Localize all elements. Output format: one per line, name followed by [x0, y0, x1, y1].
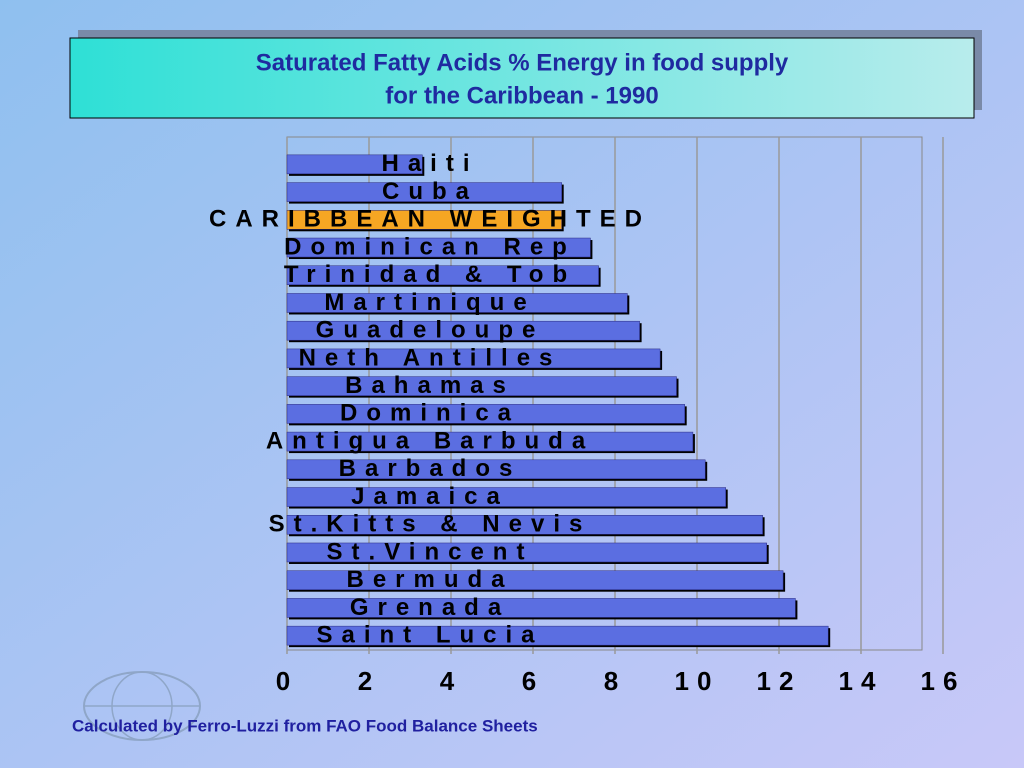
- y-tick-label: Saint Lucia: [316, 621, 543, 648]
- y-tick-label: Barbados: [339, 455, 522, 482]
- bar: [286, 320, 640, 341]
- bar: [286, 210, 562, 230]
- y-tick-label: Cuba: [382, 178, 478, 205]
- y-tick-label: Dominican Rep: [284, 233, 576, 260]
- bar: [286, 431, 694, 452]
- y-tick-label: Martinique: [324, 289, 535, 316]
- bar: [286, 487, 726, 507]
- x-tick-label: 0: [276, 666, 298, 696]
- bar: [286, 237, 591, 258]
- y-tick-label: CARIBBEAN WEIGHTED: [209, 206, 651, 233]
- bar: [286, 404, 685, 424]
- y-tick-label: Antigua Barbuda: [266, 427, 594, 454]
- bar: [286, 598, 796, 618]
- bar: [286, 515, 763, 535]
- chart-title: Saturated Fatty Acids % Energy in food s…: [256, 49, 789, 76]
- bar: [286, 293, 628, 313]
- x-tick-label: 16: [921, 666, 966, 696]
- y-tick-label: Guadeloupe: [316, 317, 545, 344]
- bar: [286, 182, 562, 202]
- x-tick-label: 12: [757, 666, 802, 696]
- y-tick-label: Jamaica: [351, 483, 509, 510]
- bar: [286, 459, 706, 480]
- x-tick-label: 6: [522, 666, 544, 696]
- x-tick-label: 14: [839, 666, 884, 696]
- bar: [286, 265, 599, 285]
- bar: [286, 570, 784, 590]
- y-tick-label: St.Vincent: [327, 538, 534, 565]
- bar: [286, 376, 677, 396]
- bar: [286, 542, 767, 563]
- y-tick-label: Trinidad & Tob: [284, 261, 576, 288]
- x-tick-label: 10: [675, 666, 720, 696]
- title-box: [69, 37, 975, 119]
- x-tick-label: 4: [440, 666, 462, 696]
- y-tick-label: St.Kitts & Nevis: [269, 511, 592, 538]
- bar: [286, 154, 423, 175]
- y-tick-label: Grenada: [350, 594, 510, 621]
- y-tick-label: Dominica: [340, 400, 520, 427]
- chart-subtitle: for the Caribbean - 1990: [385, 82, 658, 109]
- y-tick-label: Bahamas: [345, 372, 515, 399]
- logo: [83, 671, 201, 741]
- y-tick-label: Bermuda: [346, 566, 513, 593]
- x-tick-label: 2: [358, 666, 380, 696]
- bar: [286, 348, 661, 369]
- y-tick-label: Neth Antilles: [299, 344, 562, 371]
- y-tick-label: Haiti: [381, 150, 478, 177]
- source-note: Calculated by Ferro-Luzzi from FAO Food …: [72, 716, 538, 735]
- x-tick-label: 8: [604, 666, 626, 696]
- bar: [286, 625, 829, 646]
